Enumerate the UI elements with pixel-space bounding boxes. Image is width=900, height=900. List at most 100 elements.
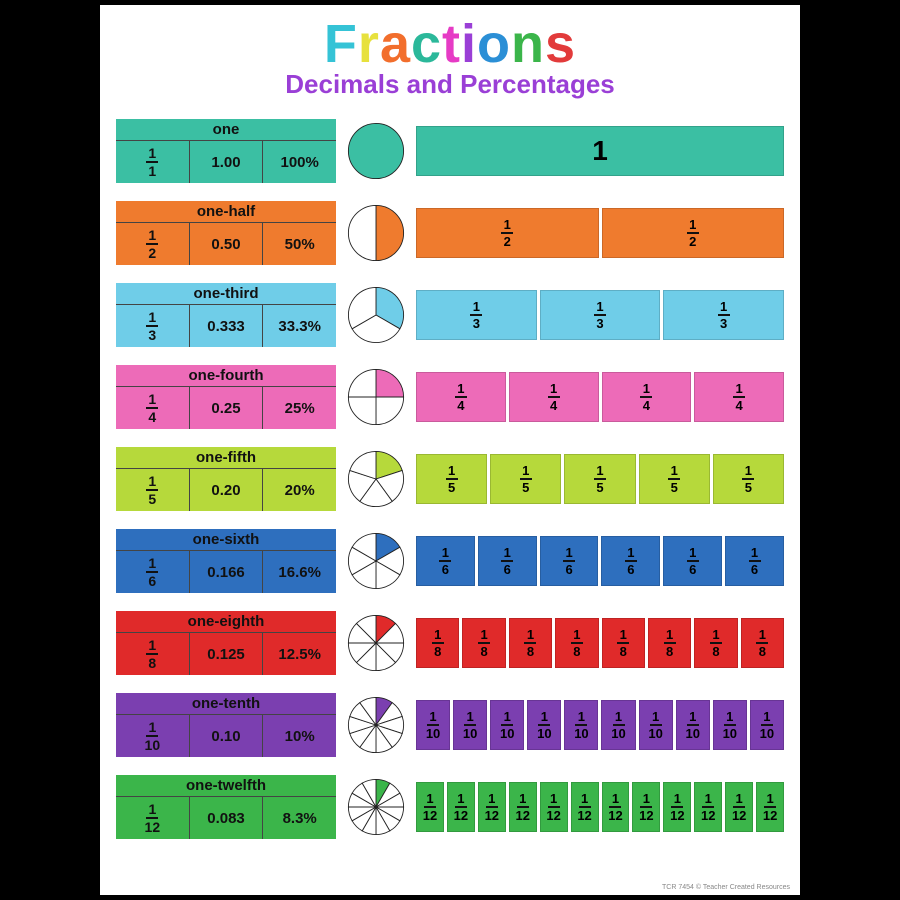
decimal-cell: 0.20 — [189, 469, 263, 511]
info-cells: 160.16616.6% — [116, 551, 336, 593]
fraction-cell: 14 — [116, 387, 189, 429]
fraction: 16 — [146, 556, 158, 588]
fraction: 15 — [446, 464, 458, 494]
title-letter: a — [380, 17, 411, 71]
bar-segment: 14 — [694, 372, 784, 422]
title-letter: o — [477, 17, 511, 71]
fraction: 110 — [723, 710, 737, 740]
fraction-row-one-half: one-half120.5050%1212 — [116, 192, 784, 274]
info-cells: 18 0.12512.5% — [116, 633, 336, 675]
bar-segment: 15 — [416, 454, 487, 504]
fraction: 112 — [608, 792, 622, 822]
fraction: 12 — [146, 228, 158, 260]
fraction-rows: one111.00100%1one-half120.5050%1212one-t… — [116, 110, 784, 848]
bar-segment: 15 — [490, 454, 561, 504]
bar-segment: 112 — [571, 782, 599, 832]
fraction-name: one-twelfth — [116, 775, 336, 797]
fraction: 12 — [501, 218, 513, 248]
title-letter: F — [324, 17, 358, 71]
title-main: Fractions — [116, 17, 784, 71]
fraction-cell: 112 — [116, 797, 189, 839]
bar-segment: 112 — [478, 782, 506, 832]
bar-segment: 112 — [447, 782, 475, 832]
fraction: 12 — [687, 218, 699, 248]
fraction-cell: 16 — [116, 551, 189, 593]
percent-cell: 16.6% — [262, 551, 336, 593]
info-box: one-third130.33333.3% — [116, 283, 336, 347]
bar-segment: 12 — [602, 208, 785, 258]
fraction: 15 — [668, 464, 680, 494]
bar-segment: 14 — [416, 372, 506, 422]
whole-label: 1 — [592, 135, 608, 167]
bar-segment: 16 — [663, 536, 722, 586]
fraction-row-one-fifth: one-fifth150.2020%1515151515 — [116, 438, 784, 520]
fraction-bar: 15 15 15 15 15 — [416, 454, 784, 504]
fraction: 112 — [670, 792, 684, 822]
fraction: 15 — [146, 474, 158, 506]
title-subtitle: Decimals and Percentages — [116, 69, 784, 100]
percent-cell: 33.3% — [262, 305, 336, 347]
bar-segment: 110 — [750, 700, 784, 750]
bar-segment: 112 — [663, 782, 691, 832]
fraction: 110 — [648, 710, 662, 740]
info-box: one-half120.5050% — [116, 201, 336, 265]
decimal-cell: 0.25 — [189, 387, 263, 429]
fraction: 112 — [485, 792, 499, 822]
fraction: 112 — [577, 792, 591, 822]
fraction-row-one-tenth: one-tenth1100.1010%110110110110110110110… — [116, 684, 784, 766]
fraction-bar: 161616161616 — [416, 536, 784, 586]
pie-chart-icon — [346, 285, 406, 345]
bar-segment: 110 — [490, 700, 524, 750]
fraction-name: one-tenth — [116, 693, 336, 715]
fraction: 18 — [664, 628, 676, 658]
bar-segment: 18 — [648, 618, 691, 668]
bar-segment: 110 — [601, 700, 635, 750]
info-cells: 1100.1010% — [116, 715, 336, 757]
bar-segment: 16 — [540, 536, 599, 586]
fraction: 112 — [515, 792, 529, 822]
info-box: one111.00100% — [116, 119, 336, 183]
bar-segment: 18 — [416, 618, 459, 668]
fraction: 18 — [432, 628, 444, 658]
percent-cell: 8.3% — [262, 797, 336, 839]
fraction: 110 — [537, 710, 551, 740]
decimal-cell: 0.125 — [189, 633, 263, 675]
bar-segment: 13 — [663, 290, 784, 340]
bar-segment: 110 — [676, 700, 710, 750]
title-letter: c — [411, 17, 442, 71]
info-cells: 111.00100% — [116, 141, 336, 183]
fraction-bar: 1818181818181818 — [416, 618, 784, 668]
bar-segment: 112 — [540, 782, 568, 832]
bar-segment: 18 — [509, 618, 552, 668]
info-box: one-tenth1100.1010% — [116, 693, 336, 757]
fraction: 110 — [145, 720, 161, 752]
title-letter: i — [461, 17, 477, 71]
pie-chart-icon — [346, 777, 406, 837]
info-box: one-fifth150.2020% — [116, 447, 336, 511]
fraction: 15 — [594, 464, 606, 494]
fraction: 110 — [574, 710, 588, 740]
fraction-cell: 13 — [116, 305, 189, 347]
bar-segment: 110 — [639, 700, 673, 750]
info-box: one-fourth140.2525% — [116, 365, 336, 429]
pie-chart-icon — [346, 613, 406, 673]
percent-cell: 25% — [262, 387, 336, 429]
fraction: 14 — [640, 382, 652, 412]
fraction: 16 — [563, 546, 575, 576]
info-box: one-twelfth1120.0838.3% — [116, 775, 336, 839]
fraction-cell: 11 — [116, 141, 189, 183]
info-cells: 1120.0838.3% — [116, 797, 336, 839]
info-box: one-eighth180.12512.5% — [116, 611, 336, 675]
bar-segment: 15 — [639, 454, 710, 504]
fraction: 18 — [146, 638, 158, 670]
fraction: 110 — [760, 710, 774, 740]
bar-segment: 15 — [713, 454, 784, 504]
fraction-row-one: one111.00100% 1 — [116, 110, 784, 192]
pie-chart-icon — [346, 203, 406, 263]
fraction: 18 — [524, 628, 536, 658]
fraction: 15 — [520, 464, 532, 494]
percent-cell: 12.5% — [262, 633, 336, 675]
decimal-cell: 0.10 — [189, 715, 263, 757]
fraction-cell: 12 — [116, 223, 189, 265]
fraction-name: one — [116, 119, 336, 141]
